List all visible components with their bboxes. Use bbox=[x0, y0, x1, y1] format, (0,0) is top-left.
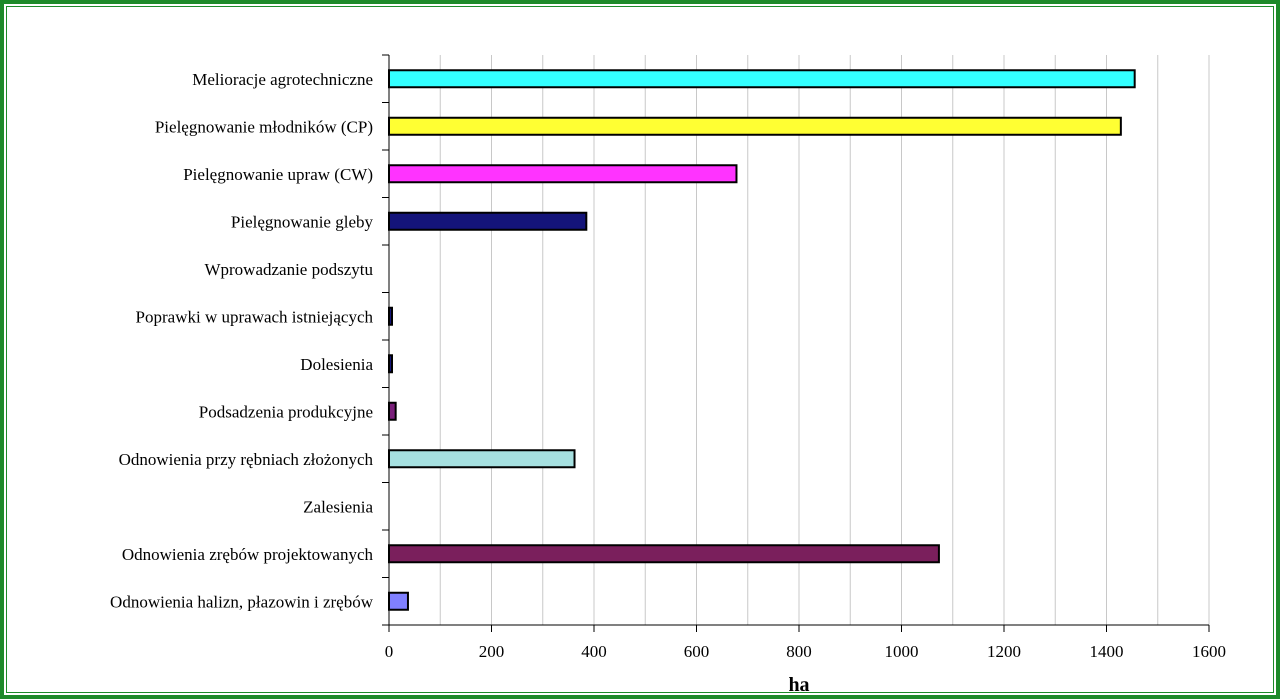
bar bbox=[388, 449, 576, 469]
x-tick-label: 600 bbox=[684, 642, 710, 661]
bar bbox=[388, 211, 588, 231]
x-tick-label: 1400 bbox=[1090, 642, 1124, 661]
category-label: Pielęgnowanie gleby bbox=[231, 212, 374, 231]
category-label: Podsadzenia produkcyjne bbox=[199, 402, 373, 421]
x-tick-label: 0 bbox=[385, 642, 394, 661]
axes bbox=[382, 54, 1210, 632]
x-tick-label: 1600 bbox=[1192, 642, 1226, 661]
gridlines bbox=[439, 55, 1210, 625]
x-axis-title: ha bbox=[788, 674, 809, 696]
x-tick-label: 1200 bbox=[987, 642, 1021, 661]
x-tick-label: 200 bbox=[479, 642, 505, 661]
category-label: Odnowienia zrębów projektowanych bbox=[122, 545, 374, 564]
bar bbox=[388, 591, 409, 611]
bar bbox=[388, 164, 738, 184]
bar bbox=[388, 116, 1122, 136]
bar bbox=[388, 544, 940, 564]
category-label: Wprowadzanie podszytu bbox=[204, 260, 373, 279]
category-label: Zalesienia bbox=[303, 497, 373, 516]
x-tick-label: 1000 bbox=[885, 642, 919, 661]
category-label: Odnowienia przy rębniach złożonych bbox=[119, 450, 374, 469]
category-label: Poprawki w uprawach istniejących bbox=[136, 307, 374, 326]
category-label: Melioracje agrotechniczne bbox=[192, 70, 373, 89]
category-label: Dolesienia bbox=[300, 355, 373, 374]
x-tick-label: 800 bbox=[786, 642, 812, 661]
bar bbox=[388, 69, 1136, 89]
bar bbox=[388, 401, 397, 421]
category-label: Pielęgnowanie upraw (CW) bbox=[183, 165, 373, 184]
category-label: Pielęgnowanie młodników (CP) bbox=[155, 117, 373, 136]
bars bbox=[388, 69, 1136, 611]
x-tick-label: 400 bbox=[581, 642, 607, 661]
category-label: Odnowienia halizn, płazowin i zrębów bbox=[110, 592, 374, 611]
labels: Melioracje agrotechniczne Pielęgnowanie m… bbox=[110, 70, 1226, 661]
